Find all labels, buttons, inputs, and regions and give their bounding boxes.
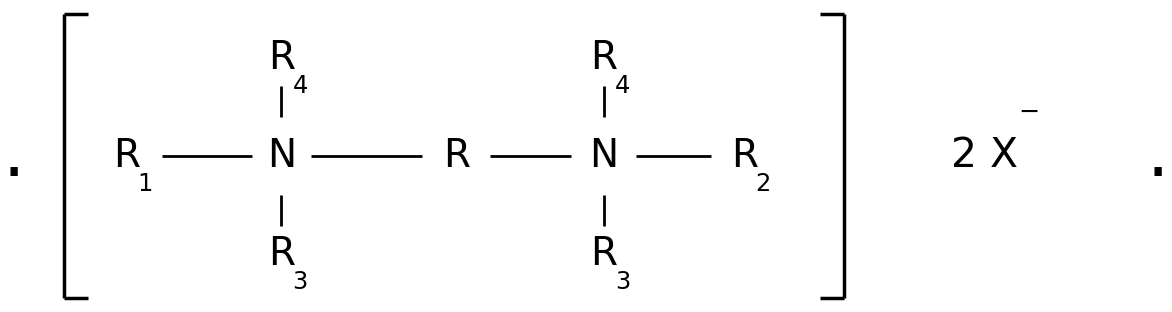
Text: 2 X: 2 X bbox=[950, 136, 1018, 176]
Text: R: R bbox=[267, 235, 295, 273]
Text: −: − bbox=[1018, 100, 1040, 124]
Text: .: . bbox=[1147, 123, 1168, 189]
Text: R: R bbox=[590, 39, 618, 77]
Text: 4: 4 bbox=[614, 74, 631, 98]
Text: 2: 2 bbox=[755, 172, 771, 196]
Text: R: R bbox=[730, 137, 758, 175]
Text: 1: 1 bbox=[137, 172, 154, 196]
Text: N: N bbox=[267, 137, 295, 175]
Text: 3: 3 bbox=[614, 271, 631, 294]
Text: R: R bbox=[590, 235, 618, 273]
Text: 3: 3 bbox=[292, 271, 308, 294]
Text: N: N bbox=[590, 137, 618, 175]
Text: R: R bbox=[113, 137, 141, 175]
Text: .: . bbox=[4, 123, 25, 189]
Text: 4: 4 bbox=[292, 74, 308, 98]
Text: R: R bbox=[267, 39, 295, 77]
Text: R: R bbox=[443, 137, 471, 175]
